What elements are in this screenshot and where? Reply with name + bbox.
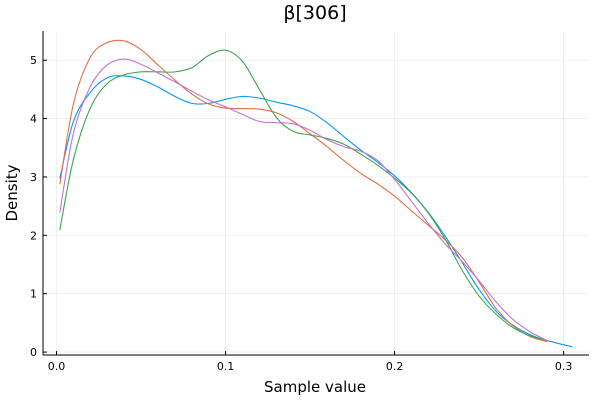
series-lines bbox=[59, 39, 573, 348]
y-axis-title: Density bbox=[3, 164, 21, 221]
x-tick-label: 0.3 bbox=[555, 360, 573, 373]
y-tick-label: 2 bbox=[30, 229, 37, 242]
y-tick-label: 1 bbox=[30, 288, 37, 301]
y-tick-label: 3 bbox=[30, 171, 37, 184]
x-axis-title: Sample value bbox=[264, 378, 366, 396]
y-tick-label: 4 bbox=[30, 113, 37, 126]
series-line-1 bbox=[59, 75, 573, 348]
axes bbox=[42, 31, 589, 356]
chart-title: β[306] bbox=[283, 2, 346, 24]
series-line-3 bbox=[59, 49, 548, 341]
y-tick-label: 5 bbox=[30, 54, 37, 67]
grid-lines bbox=[43, 31, 589, 355]
series-line-4 bbox=[59, 58, 548, 341]
x-tick-label: 0.0 bbox=[48, 360, 66, 373]
y-ticks: 0 1 2 3 4 5 bbox=[30, 54, 47, 359]
x-tick-label: 0.2 bbox=[386, 360, 404, 373]
x-tick-label: 0.1 bbox=[217, 360, 235, 373]
y-tick-label: 0 bbox=[30, 346, 37, 359]
x-ticks: 0.0 0.1 0.2 0.3 bbox=[48, 351, 573, 373]
